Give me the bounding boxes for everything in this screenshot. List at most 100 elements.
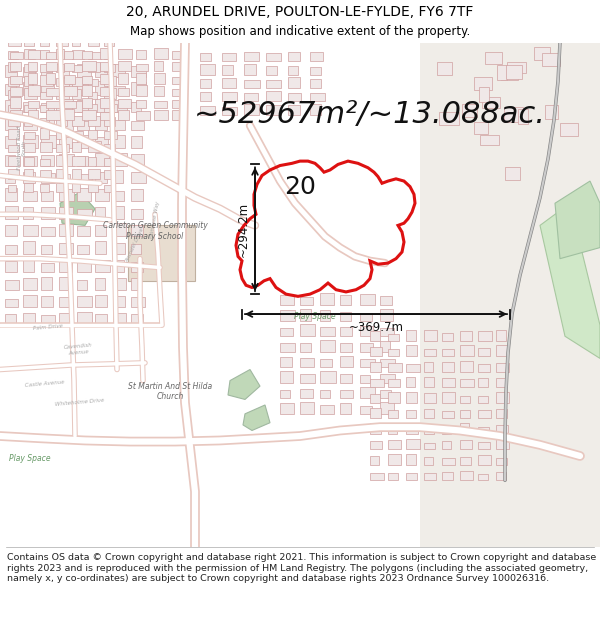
Bar [59,312,70,325]
Bar [388,454,401,465]
Bar [104,39,113,46]
Bar [370,424,381,434]
Bar [460,396,470,402]
Bar [88,104,97,112]
Bar [442,411,454,418]
Bar [41,135,56,148]
Bar [485,52,502,64]
Bar [95,225,106,236]
Bar [406,472,418,481]
Bar [95,81,107,94]
Bar [40,170,51,179]
Bar [82,61,95,71]
Bar [503,107,523,123]
Bar [5,299,17,308]
Bar [475,122,488,134]
Polygon shape [555,181,600,259]
Bar [266,91,281,101]
Bar [131,66,146,77]
Bar [95,172,107,183]
Bar [56,103,64,112]
Bar [424,330,437,341]
Bar [95,314,107,325]
Bar [23,82,34,94]
Bar [104,144,115,152]
Bar [23,225,38,236]
Bar [380,341,390,352]
Bar [360,387,375,398]
Text: Castle Avenue: Castle Avenue [25,380,65,388]
Bar [320,293,334,305]
Bar [88,62,100,72]
Bar [310,52,323,61]
Bar [72,89,81,99]
Bar [41,173,55,183]
Bar [266,104,281,114]
Bar [40,142,52,152]
Bar [56,116,67,126]
Bar [72,50,85,59]
Bar [388,334,400,341]
Bar [406,439,420,449]
Bar [59,259,72,272]
Bar [23,172,35,183]
Bar [82,76,92,84]
Bar [131,189,143,201]
Bar [40,92,52,99]
Bar [154,74,166,84]
Bar [266,79,281,88]
Bar [320,310,330,321]
Bar [24,118,32,126]
Bar [406,410,416,418]
Bar [113,119,125,130]
Bar [280,310,295,321]
Bar [288,92,301,101]
Bar [23,261,34,272]
Bar [88,157,97,166]
Bar [77,226,90,236]
Bar [23,207,33,219]
Bar [56,90,69,99]
Bar [56,78,68,86]
Bar [41,315,55,325]
Bar [300,309,311,321]
Bar [131,244,141,254]
Bar [5,245,17,254]
Bar [244,104,259,114]
Bar [300,389,313,398]
Bar [370,408,381,418]
Bar [41,66,52,77]
Text: Play Space: Play Space [294,312,336,321]
Bar [24,132,35,139]
Bar [320,404,334,414]
Bar [340,356,353,367]
Bar [72,78,83,86]
Bar [28,62,37,71]
Bar [501,69,518,80]
Bar [380,328,394,336]
Bar [380,402,394,414]
Polygon shape [60,192,95,226]
Bar [424,442,435,449]
Bar [59,277,71,290]
Bar [288,66,298,74]
Bar [460,411,470,418]
Bar [46,62,57,71]
Bar [72,101,82,112]
Bar [473,78,493,90]
Bar [496,378,507,388]
Bar [406,423,418,434]
Bar [104,88,116,99]
Bar [77,188,91,201]
Bar [222,52,236,61]
Bar [533,48,550,60]
Bar [460,361,473,372]
Bar [56,169,67,179]
Bar [360,374,370,383]
Bar [478,442,490,449]
Bar [5,314,16,325]
Bar [442,332,452,341]
Bar [479,87,489,103]
Bar [72,169,81,179]
Bar [59,99,73,112]
